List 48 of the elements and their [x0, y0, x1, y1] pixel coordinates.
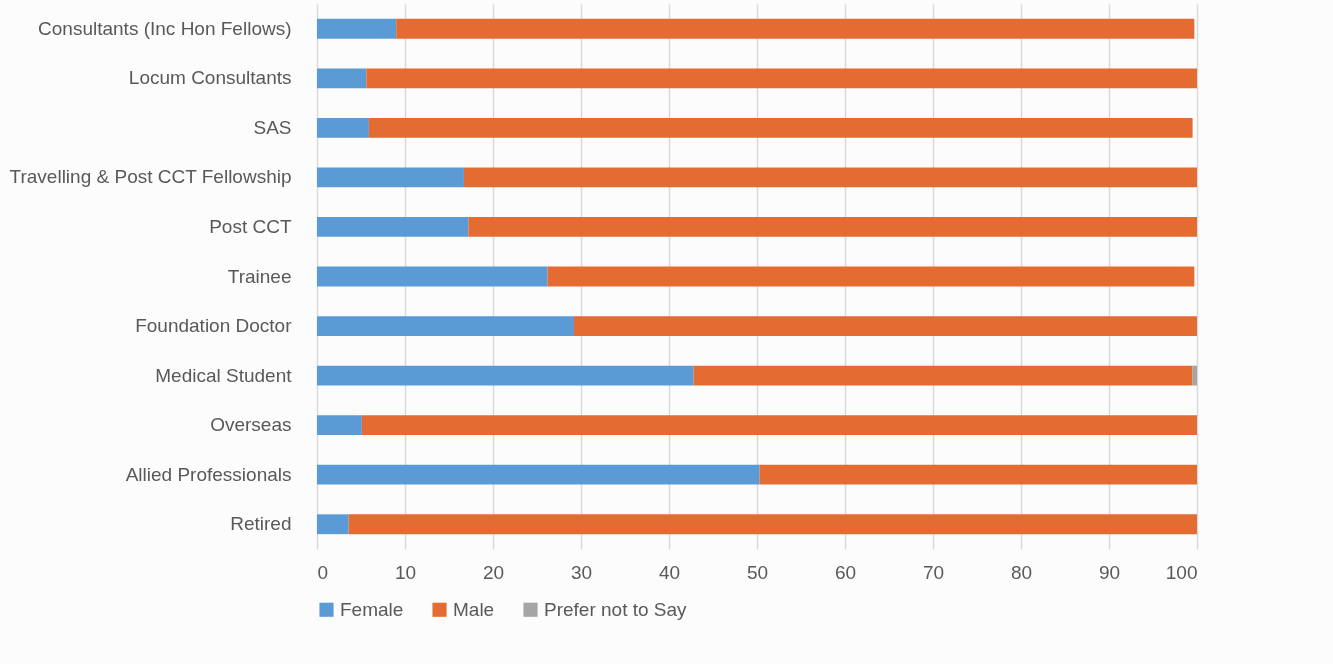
bar	[547, 266, 1195, 287]
bar	[317, 365, 694, 386]
x-tick-label: 80	[1010, 561, 1033, 583]
bar	[463, 167, 1197, 188]
x-tick-label: 70	[922, 561, 945, 583]
y-tick-label: Consultants (Inc Hon Fellows)	[38, 17, 292, 39]
x-tick-label: 90	[1098, 561, 1121, 583]
x-tick-label: 0	[317, 561, 329, 583]
y-tick-label: Allied Professionals	[125, 463, 292, 485]
bar	[361, 415, 1197, 436]
legend-label: Prefer not to Say	[544, 598, 688, 620]
bar	[317, 217, 469, 237]
y-tick-label: Overseas	[210, 414, 292, 436]
x-tick-label: 100	[1165, 561, 1198, 583]
bar	[468, 217, 1197, 237]
bar	[1192, 365, 1197, 386]
bar	[348, 514, 1197, 535]
x-tick-label: 50	[746, 561, 769, 583]
bar	[366, 68, 1197, 89]
legend-label: Male	[453, 598, 495, 620]
x-tick-label: 40	[658, 561, 681, 583]
y-tick-label: SAS	[253, 116, 292, 138]
bar	[317, 514, 349, 535]
bar	[368, 117, 1193, 138]
y-tick-label: Foundation Doctor	[135, 315, 293, 337]
bar	[759, 464, 1197, 485]
bar	[317, 117, 369, 138]
y-tick-label: Trainee	[227, 265, 292, 287]
bar	[396, 18, 1195, 39]
bar	[317, 68, 367, 89]
bar	[317, 266, 548, 287]
bar	[317, 18, 397, 39]
y-tick-label: Medical Student	[155, 364, 293, 386]
bar	[317, 316, 574, 336]
legend-label: Female	[340, 598, 404, 620]
y-tick-label: Retired	[230, 513, 292, 535]
y-tick-label: Post CCT	[209, 215, 292, 237]
bar	[573, 316, 1197, 336]
y-tick-label: Travelling & Post CCT Fellowship	[9, 166, 292, 188]
x-tick-label: 20	[482, 561, 505, 583]
x-tick-label: 10	[394, 561, 417, 583]
x-tick-label: 60	[834, 561, 857, 583]
x-tick-label: 30	[570, 561, 593, 583]
bar	[317, 464, 760, 485]
y-tick-label: Locum Consultants	[128, 67, 292, 89]
bar	[317, 167, 464, 188]
bar	[317, 415, 362, 436]
bar	[693, 365, 1193, 386]
